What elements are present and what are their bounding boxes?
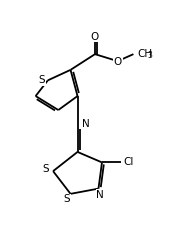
Text: S: S (64, 194, 70, 204)
Text: Cl: Cl (123, 157, 133, 167)
Text: CH: CH (138, 49, 153, 59)
Text: S: S (43, 164, 49, 174)
Text: S: S (38, 75, 45, 85)
Text: N: N (96, 190, 104, 200)
Text: O: O (91, 32, 99, 42)
Text: O: O (114, 57, 122, 67)
Text: 3: 3 (147, 51, 152, 60)
Text: N: N (82, 119, 90, 129)
